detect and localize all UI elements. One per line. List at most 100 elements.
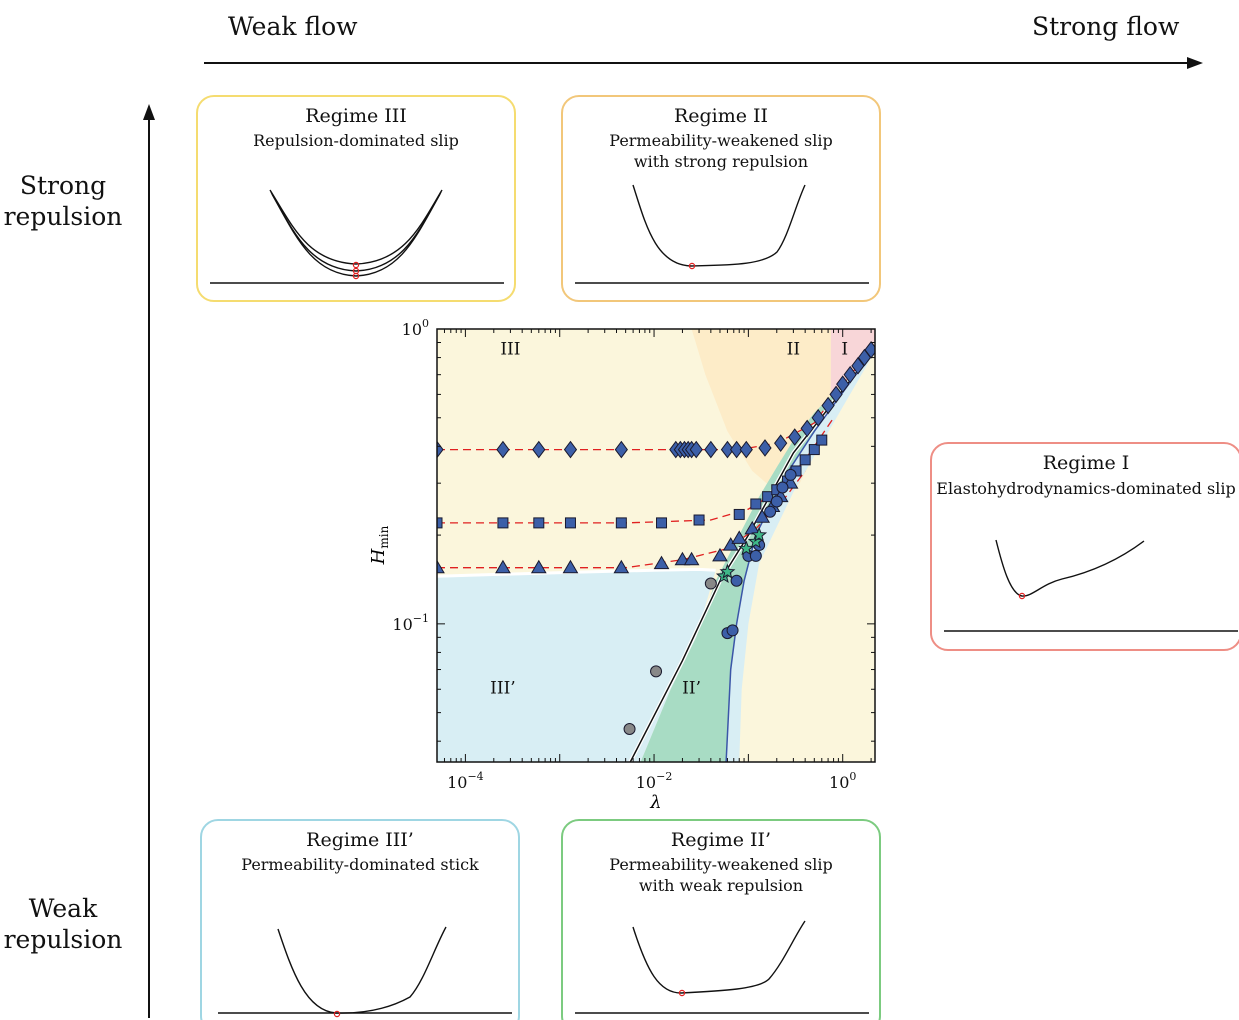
data-point-circle — [784, 468, 797, 481]
regime-III-prime-subtitle: Permeability-dominated stick — [241, 855, 479, 874]
data-point-diamond — [437, 440, 444, 459]
regime-II-prime-min-marker — [678, 989, 686, 997]
regime-II-prime-title: Regime II’ — [670, 829, 772, 851]
data-point-triangle — [437, 559, 445, 574]
data-point-diamond — [739, 440, 753, 459]
data-point-triangle — [712, 547, 728, 562]
regime-III-prime-title: Regime III’ — [306, 829, 414, 851]
data-point-circle — [749, 549, 762, 562]
regime-I-title: Regime I — [1042, 452, 1130, 474]
data-point-circle — [776, 481, 789, 494]
data-point-square — [656, 517, 668, 529]
data-point-circle — [764, 505, 777, 518]
data-point-triangle — [562, 559, 579, 574]
data-point-diamond — [829, 385, 843, 404]
data-point-triangle — [754, 509, 771, 523]
regime-III-subtitle: Repulsion-dominated slip — [253, 131, 459, 150]
regime-II-subtitle-2: with strong repulsion — [633, 152, 809, 171]
regime-I-box: Regime I Elastohydrodynamics-dominated s… — [930, 442, 1239, 651]
data-point-diamond — [532, 440, 546, 459]
regime-III-sketch — [210, 189, 504, 284]
data-point-diamond — [614, 440, 628, 459]
regime-III-prime-min-marker — [333, 1010, 341, 1018]
data-point-circle — [726, 624, 739, 637]
data-point-square — [808, 444, 820, 456]
data-point-square — [497, 517, 509, 529]
strong-repulsion-line2: repulsion — [3, 202, 123, 231]
regime-II-box: Regime II Permeability-weakened slip wit… — [561, 95, 881, 302]
data-point-diamond — [800, 419, 814, 438]
regime-II-prime-sketch — [575, 920, 869, 1014]
data-point-diamond — [843, 365, 857, 384]
data-point-triangle — [530, 559, 547, 574]
data-point-star — [751, 526, 768, 542]
weak-repulsion-line1: Weak — [28, 894, 98, 923]
data-point-circle — [704, 577, 717, 590]
regime-II-prime-subtitle-1: Permeability-weakened slip — [609, 855, 833, 874]
data-point-star — [738, 540, 755, 556]
regime-II-prime-subtitle-2: with weak repulsion — [638, 876, 804, 895]
data-point-triangle — [613, 559, 630, 574]
regime-I-min-marker — [1018, 592, 1026, 600]
regime-III-title: Regime III — [305, 105, 407, 127]
data-point-square — [750, 498, 762, 510]
data-point-triangle — [495, 559, 511, 574]
x-tick-label: 10−4 — [447, 770, 484, 792]
strong-flow-label: Strong flow — [1032, 12, 1180, 41]
region-label: II’ — [682, 679, 701, 699]
plot-frame — [436, 328, 876, 763]
region-label: III — [500, 339, 520, 359]
data-point-circle — [623, 722, 636, 735]
data-point-diamond — [851, 357, 865, 375]
x-tick-label: 10−2 — [636, 770, 673, 792]
data-point-diamond — [788, 428, 802, 446]
data-point-square — [733, 508, 745, 520]
data-point-square — [762, 491, 774, 503]
data-point-diamond — [836, 375, 850, 393]
regime-III-prime-box: Regime III’ Permeability-dominated stick — [200, 819, 520, 1020]
data-point-triangle — [653, 555, 670, 570]
strong-repulsion-label: Strong repulsion — [0, 170, 126, 232]
data-point-diamond — [563, 440, 578, 459]
region-label: III’ — [490, 679, 516, 699]
region-II-prime-fill — [640, 348, 875, 762]
data-point-star — [719, 563, 736, 579]
strong-repulsion-line1: Strong — [19, 171, 107, 200]
regime-II-title: Regime II — [673, 105, 769, 127]
data-point-diamond — [758, 439, 772, 457]
data-point-square — [437, 517, 443, 529]
data-point-triangle — [683, 551, 700, 566]
data-point-diamond — [729, 440, 744, 459]
region-label: I — [841, 339, 848, 359]
y-tick-label: 100 — [402, 317, 429, 339]
data-point-triangle — [731, 530, 748, 544]
data-point-triangle — [722, 537, 739, 551]
weak-flow-label: Weak flow — [228, 12, 358, 41]
regime-III-prime-sketch — [218, 926, 512, 1018]
x-tick-label: 100 — [829, 770, 856, 792]
regime-I-subtitle: Elastohydrodynamics-dominated slip — [936, 479, 1236, 498]
repulsion-arrowhead — [143, 104, 155, 120]
data-point-diamond — [720, 440, 735, 459]
weak-repulsion-line2: repulsion — [3, 925, 123, 954]
region-label: II — [787, 339, 800, 359]
regime-III-min-marker — [352, 261, 360, 269]
data-point-diamond — [821, 396, 835, 415]
weak-repulsion-label: Weak repulsion — [0, 893, 126, 955]
regime-II-min-marker — [688, 262, 696, 270]
y-axis-label: Hmin — [368, 525, 391, 565]
flow-arrowhead — [1187, 57, 1203, 69]
x-axis-label: λ — [649, 792, 661, 813]
data-point-square — [615, 517, 627, 529]
data-point-diamond — [811, 408, 825, 427]
regime-regions — [437, 329, 875, 762]
regime-I-sketch — [944, 539, 1238, 632]
data-point-square — [799, 454, 811, 466]
region-III-prime-fill — [437, 569, 716, 762]
regime-II-sketch — [575, 184, 869, 284]
data-point-diamond — [774, 434, 788, 453]
